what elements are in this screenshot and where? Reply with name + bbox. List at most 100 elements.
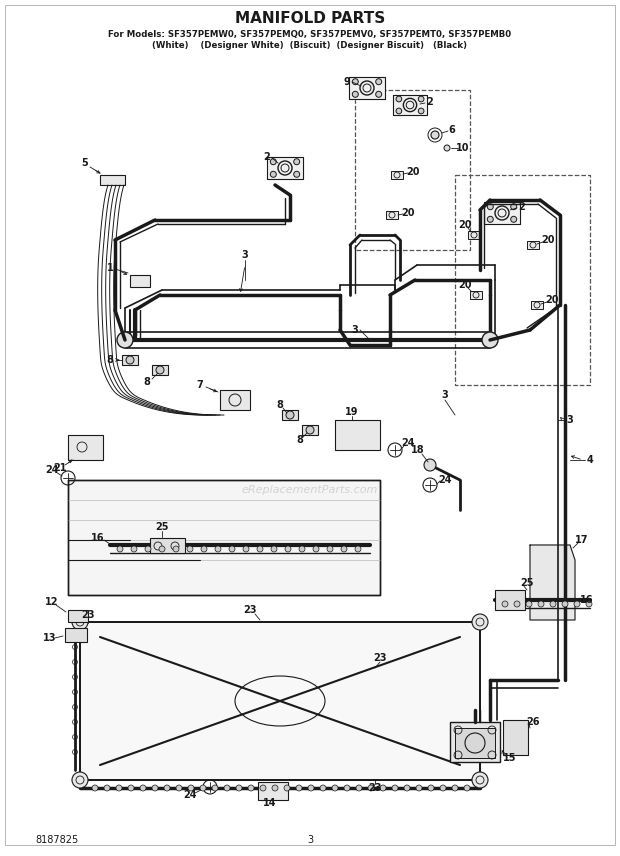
- Polygon shape: [393, 95, 427, 116]
- Circle shape: [212, 785, 218, 791]
- Circle shape: [418, 96, 424, 102]
- Circle shape: [514, 601, 520, 607]
- Text: 8: 8: [144, 377, 151, 387]
- Circle shape: [294, 158, 299, 164]
- Circle shape: [188, 785, 194, 791]
- Circle shape: [396, 96, 402, 102]
- Bar: [302, 425, 318, 435]
- Text: 16: 16: [580, 595, 594, 605]
- Circle shape: [128, 785, 134, 791]
- Polygon shape: [80, 622, 480, 780]
- Circle shape: [152, 785, 158, 791]
- Text: 3: 3: [307, 835, 313, 845]
- Circle shape: [376, 79, 382, 85]
- Text: 20: 20: [401, 208, 415, 218]
- Circle shape: [355, 546, 361, 552]
- Circle shape: [126, 356, 134, 364]
- Text: 10: 10: [456, 143, 470, 153]
- Bar: [100, 175, 125, 185]
- Circle shape: [550, 601, 556, 607]
- Bar: [470, 291, 482, 299]
- Text: 3: 3: [567, 415, 574, 425]
- Text: 20: 20: [458, 280, 472, 290]
- Text: 23: 23: [81, 610, 95, 620]
- Text: 3: 3: [352, 325, 358, 335]
- Circle shape: [229, 546, 235, 552]
- Circle shape: [200, 785, 206, 791]
- Circle shape: [131, 546, 137, 552]
- Bar: [335, 420, 380, 450]
- Circle shape: [502, 601, 508, 607]
- Circle shape: [482, 332, 498, 348]
- Text: 24: 24: [438, 475, 452, 485]
- Text: 5: 5: [82, 158, 89, 168]
- Bar: [386, 211, 398, 219]
- Bar: [152, 365, 168, 375]
- Circle shape: [156, 366, 164, 374]
- Circle shape: [404, 785, 410, 791]
- Text: 26: 26: [526, 717, 540, 727]
- Circle shape: [117, 546, 123, 552]
- Circle shape: [164, 785, 170, 791]
- Circle shape: [396, 108, 402, 114]
- Bar: [455, 728, 495, 758]
- Circle shape: [173, 546, 179, 552]
- Text: 25: 25: [155, 522, 169, 532]
- Bar: [68, 435, 103, 460]
- Text: 15: 15: [503, 753, 516, 763]
- Circle shape: [313, 546, 319, 552]
- Circle shape: [341, 546, 347, 552]
- Text: 19: 19: [345, 407, 359, 417]
- Circle shape: [296, 785, 302, 791]
- Circle shape: [236, 785, 242, 791]
- Circle shape: [511, 217, 516, 223]
- Circle shape: [215, 546, 221, 552]
- Polygon shape: [530, 545, 575, 620]
- Circle shape: [352, 92, 358, 98]
- Circle shape: [376, 92, 382, 98]
- Circle shape: [104, 785, 110, 791]
- Bar: [391, 171, 403, 179]
- Circle shape: [284, 785, 290, 791]
- Circle shape: [308, 785, 314, 791]
- Text: 24: 24: [45, 465, 59, 475]
- Circle shape: [428, 785, 434, 791]
- Polygon shape: [349, 77, 385, 98]
- Circle shape: [270, 158, 277, 164]
- Circle shape: [562, 601, 568, 607]
- Bar: [150, 538, 185, 553]
- Circle shape: [159, 546, 165, 552]
- Bar: [531, 301, 543, 309]
- Bar: [468, 231, 480, 239]
- Text: 1: 1: [107, 263, 113, 273]
- Text: 20: 20: [541, 235, 555, 245]
- Circle shape: [424, 459, 436, 471]
- Circle shape: [72, 772, 88, 788]
- Circle shape: [176, 785, 182, 791]
- Circle shape: [201, 546, 207, 552]
- Circle shape: [444, 145, 450, 151]
- Text: 6: 6: [449, 125, 455, 135]
- Circle shape: [586, 601, 592, 607]
- Circle shape: [380, 785, 386, 791]
- Text: MANIFOLD PARTS: MANIFOLD PARTS: [235, 10, 385, 26]
- Circle shape: [187, 546, 193, 552]
- Circle shape: [431, 131, 439, 139]
- Bar: [495, 590, 525, 610]
- Text: For Models: SF357PEMW0, SF357PEMQ0, SF357PEMV0, SF357PEMT0, SF357PEMB0: For Models: SF357PEMW0, SF357PEMQ0, SF35…: [108, 29, 511, 39]
- Text: 23: 23: [373, 653, 387, 663]
- Circle shape: [327, 546, 333, 552]
- Circle shape: [472, 772, 488, 788]
- Text: 8: 8: [296, 435, 303, 445]
- Circle shape: [574, 601, 580, 607]
- Circle shape: [306, 426, 314, 434]
- Text: 3: 3: [441, 390, 448, 400]
- Circle shape: [464, 785, 470, 791]
- Circle shape: [117, 332, 133, 348]
- Text: 13: 13: [43, 633, 57, 643]
- Circle shape: [344, 785, 350, 791]
- Circle shape: [270, 171, 277, 177]
- Bar: [450, 722, 500, 762]
- Text: 8: 8: [107, 355, 113, 365]
- Circle shape: [440, 785, 446, 791]
